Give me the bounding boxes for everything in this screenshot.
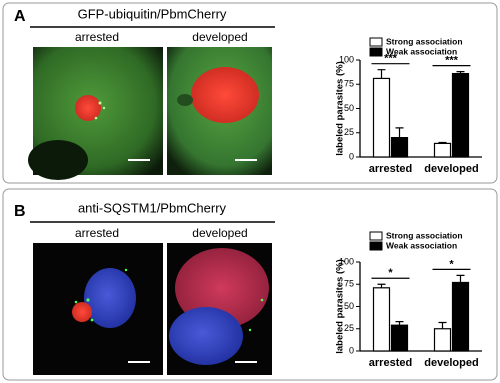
panel-title: anti-SQSTM1/PbmCherry bbox=[78, 200, 227, 215]
error-bar bbox=[438, 141, 447, 144]
error-bar bbox=[395, 127, 404, 138]
micrograph bbox=[167, 243, 272, 375]
x-tick-label: developed bbox=[424, 357, 478, 369]
y-axis-label: labeled parasites (%) bbox=[335, 61, 346, 156]
image-label: developed bbox=[192, 226, 247, 240]
panel-label: B bbox=[14, 203, 26, 220]
legend-label: Weak association bbox=[386, 46, 457, 56]
image-label: developed bbox=[192, 30, 247, 44]
image-label: arrested bbox=[75, 226, 119, 240]
significance-label: *** bbox=[384, 53, 398, 65]
y-tick-label: 75 bbox=[344, 279, 354, 289]
panel-label: A bbox=[14, 8, 26, 25]
y-tick-label: 0 bbox=[349, 151, 354, 161]
y-tick-label: 100 bbox=[339, 256, 354, 266]
bar bbox=[433, 328, 452, 352]
legend-swatch bbox=[369, 37, 383, 47]
legend-label: Strong association bbox=[386, 230, 463, 240]
significance-label: * bbox=[449, 258, 454, 270]
error-bar bbox=[377, 69, 386, 79]
image-label: arrested bbox=[75, 30, 119, 44]
bar bbox=[390, 324, 409, 352]
y-tick-label: 25 bbox=[344, 323, 354, 333]
panel-title: GFP-ubiquitin/PbmCherry bbox=[78, 6, 227, 21]
error-bar bbox=[456, 71, 465, 74]
y-tick-label: 25 bbox=[344, 127, 354, 137]
y-tick-label: 50 bbox=[344, 103, 354, 113]
bar bbox=[451, 72, 470, 158]
error-bar bbox=[377, 283, 386, 288]
bar bbox=[433, 142, 452, 158]
y-axis-label: labeled parasites (%) bbox=[335, 259, 346, 354]
significance-label: * bbox=[388, 267, 393, 279]
bar bbox=[451, 281, 470, 352]
legend-label: Weak association bbox=[386, 240, 457, 250]
x-tick-label: arrested bbox=[369, 357, 412, 369]
micrograph bbox=[28, 47, 163, 180]
error-bar bbox=[395, 321, 404, 326]
legend-label: Strong association bbox=[386, 36, 463, 46]
micrograph bbox=[167, 47, 272, 175]
y-tick-label: 0 bbox=[349, 345, 354, 355]
x-tick-label: developed bbox=[424, 163, 478, 175]
panel-frame bbox=[2, 2, 498, 184]
y-tick-label: 50 bbox=[344, 301, 354, 311]
y-tick-label: 75 bbox=[344, 79, 354, 89]
legend-swatch bbox=[369, 241, 383, 251]
significance-label: *** bbox=[445, 55, 459, 67]
x-tick-label: arrested bbox=[369, 163, 412, 175]
micrograph bbox=[33, 243, 163, 375]
error-bar bbox=[438, 321, 447, 329]
bar bbox=[372, 287, 391, 352]
bar bbox=[372, 77, 391, 158]
y-tick-label: 100 bbox=[339, 54, 354, 64]
error-bar bbox=[456, 274, 465, 283]
bar bbox=[390, 137, 409, 158]
legend-swatch bbox=[369, 47, 383, 57]
panel-frame bbox=[2, 188, 498, 381]
legend-swatch bbox=[369, 231, 383, 241]
